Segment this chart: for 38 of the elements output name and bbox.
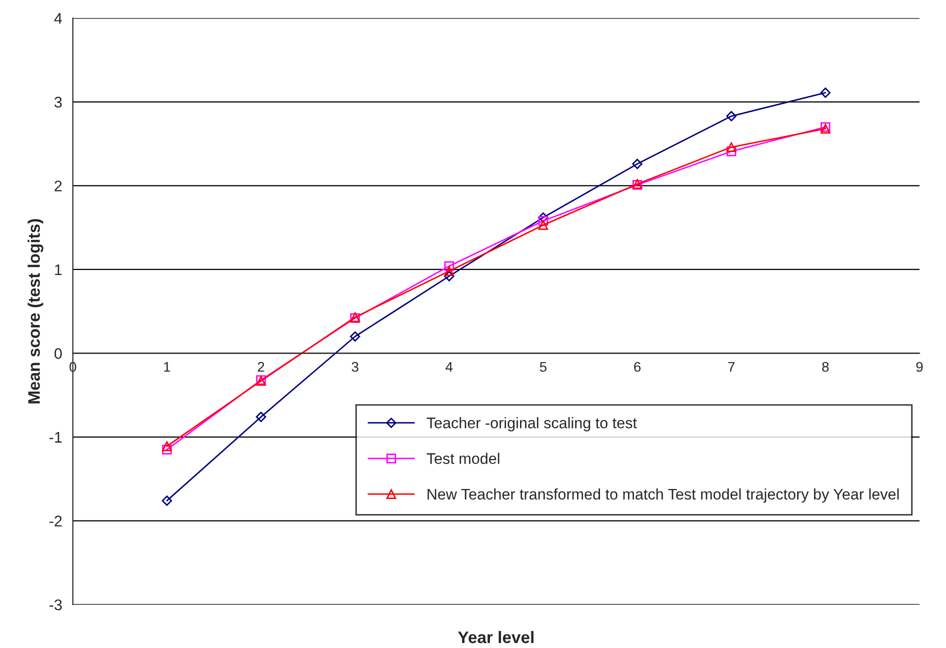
legend-label: Test model <box>426 452 500 464</box>
point <box>350 331 360 342</box>
y-tick-label: -1 <box>50 432 62 443</box>
x-axis-title: Year level <box>458 630 534 644</box>
point <box>162 441 172 452</box>
x-tick-label: 7 <box>728 362 735 372</box>
x-tick-label: 2 <box>258 362 264 372</box>
y-tick-label: 2 <box>54 180 62 192</box>
point <box>538 212 548 223</box>
point <box>538 216 548 226</box>
y-tick-label: -2 <box>50 516 62 526</box>
point <box>538 220 548 230</box>
x-tick-label: 6 <box>634 362 641 372</box>
point <box>726 146 736 156</box>
x-tick-label: 1 <box>164 362 170 372</box>
x-tick-label: 3 <box>352 362 358 372</box>
point <box>726 111 736 122</box>
y-tick-label: -3 <box>50 599 62 610</box>
point <box>820 88 831 98</box>
y-tick-label: 3 <box>54 96 62 108</box>
point <box>632 158 642 170</box>
x-tick-label: 4 <box>446 362 453 372</box>
point <box>162 496 172 506</box>
y-axis-title: Mean score (test logits) <box>28 219 44 404</box>
x-tick-label: 9 <box>916 362 923 372</box>
point <box>444 266 454 276</box>
point <box>444 261 454 271</box>
y-tick-label: 4 <box>54 13 62 24</box>
point <box>162 444 172 454</box>
point <box>256 412 266 422</box>
legend-label: New Teacher transformed to match Test model trajectory by Year level <box>428 488 899 503</box>
point <box>726 142 736 152</box>
legend-label: Teacher -original scaling to test <box>426 417 637 432</box>
y-tick-label: 1 <box>55 264 62 276</box>
x-tick-label: 8 <box>822 362 829 372</box>
x-tick-label: 5 <box>540 362 546 372</box>
y-tick-label: 0 <box>54 348 62 359</box>
point <box>444 271 454 282</box>
